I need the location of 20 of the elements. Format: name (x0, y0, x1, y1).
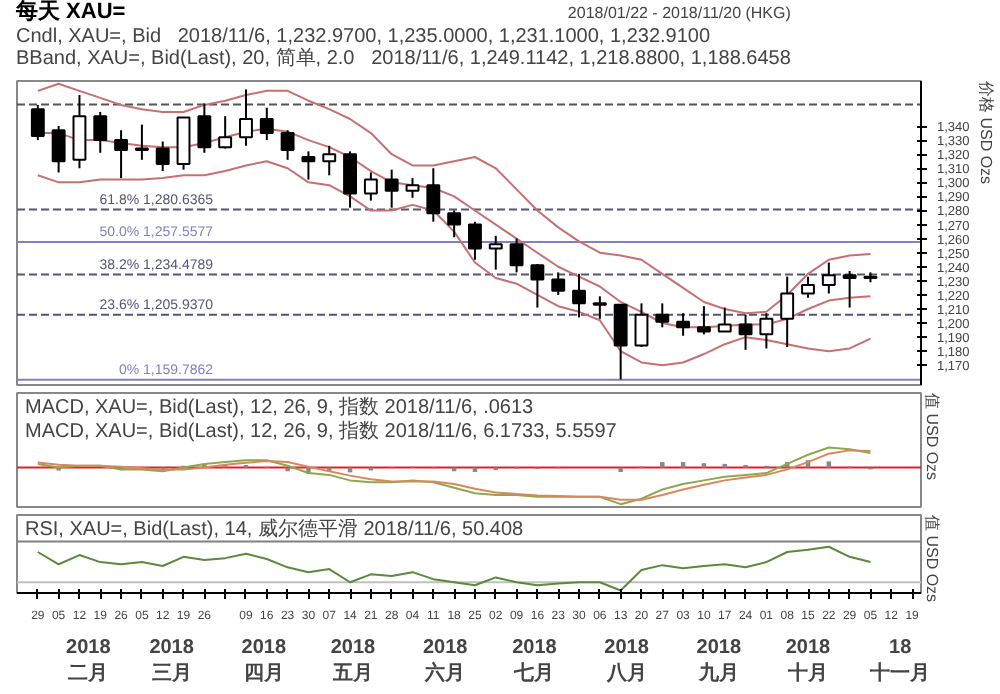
text: BBand, XAU=, Bid(Last), 20, 简单, 2.0 2018/11/6, 1,249.1142, 1,218.8800, 1,188.6458 (16, 48, 791, 70)
chart-subtitle: 2018/01/22 - 2018/11/20 (HKG) (567, 2, 791, 26)
text: 2018 七月 (512, 637, 558, 686)
chart-title: MACD, XAU=, Bid(Last), 12, 26, 9, 指数 2018/11/6, .0613 (25, 397, 534, 419)
text: 2018 九月 (696, 637, 742, 686)
text: Cndl, XAU=, Bid 2018/11/6, 1,232.9700, 1,235.0000, 1,231.1000, 1,232.9100 (16, 26, 711, 48)
text: 2018 十月 (785, 637, 832, 686)
chart-title: RSI, XAU=, Bid(Last), 14, 威尔德平滑 2018/11/6, 50.408 (25, 519, 524, 541)
text: MACD, XAU=, Bid(Last), 12, 26, 9, 指数 2018/11/6, 6.1733, 5.5597 (25, 421, 617, 443)
y-axis-title: 值 USD Ozs (923, 393, 941, 481)
chart-title: 每天 XAU= (16, 0, 126, 24)
text: 2018 四月 (241, 637, 287, 686)
text: 2018 八月 (604, 637, 650, 686)
text: 2018 三月 (149, 637, 195, 686)
text: 2018 二月 (66, 637, 112, 686)
text: 2018 六月 (422, 637, 469, 686)
y-axis-title: 值 USD Ozs (923, 515, 941, 603)
text: 2018 五月 (330, 637, 377, 686)
y-axis-title: 价格 USD Ozs (977, 79, 995, 185)
text: 18 十一月 (868, 637, 931, 686)
